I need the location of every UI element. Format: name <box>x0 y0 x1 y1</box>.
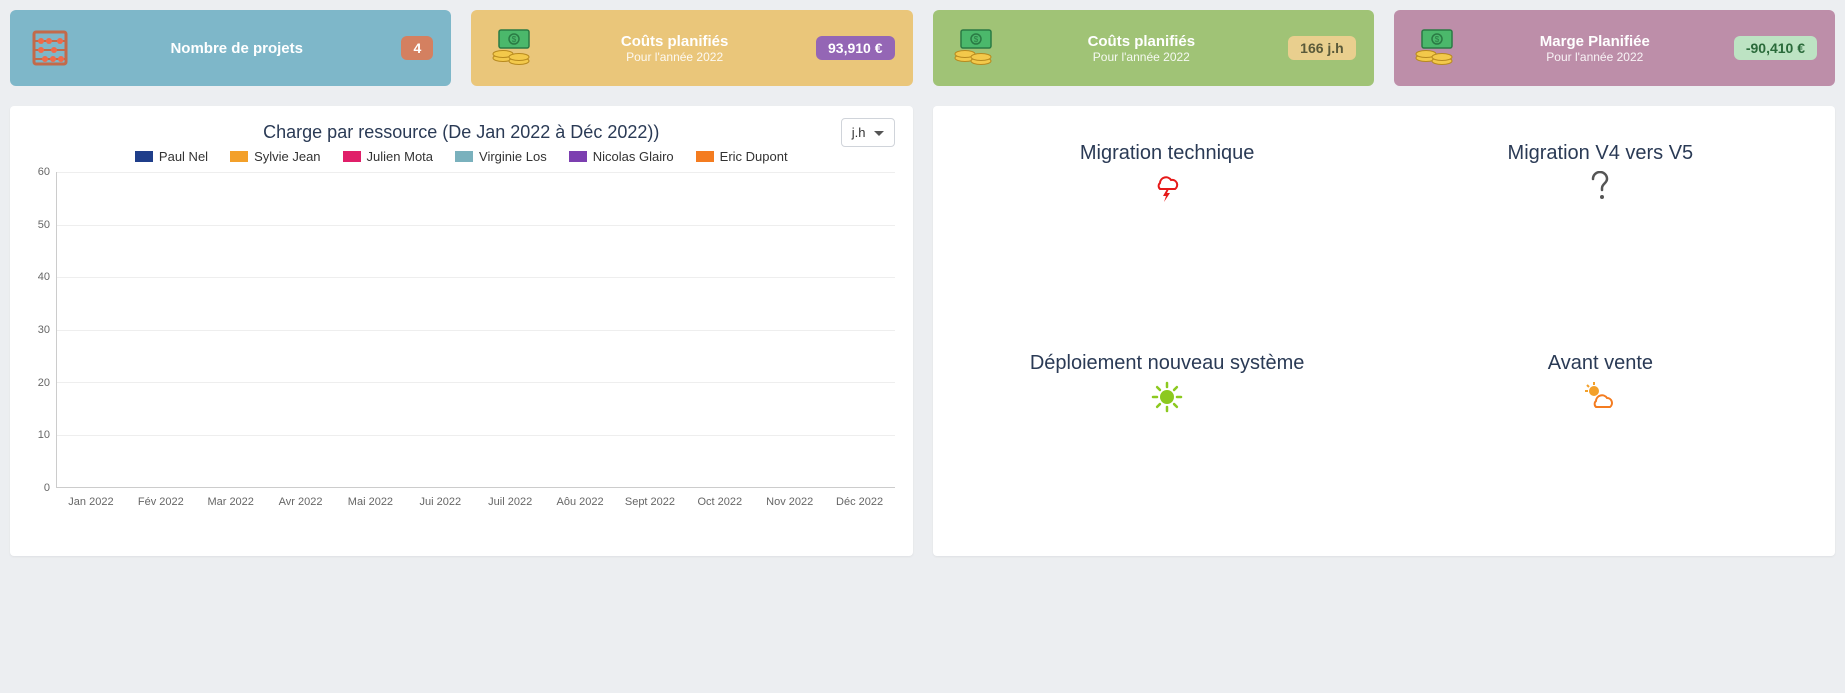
x-label: Avr 2022 <box>266 490 336 512</box>
kpi-text: Nombre de projets <box>84 40 389 57</box>
x-label: Déc 2022 <box>825 490 895 512</box>
svg-text:$: $ <box>512 35 517 44</box>
kpi-subtitle: Pour l'année 2022 <box>545 50 804 64</box>
chart-header: Charge par ressource (De Jan 2022 à Déc … <box>28 122 895 143</box>
kpi-subtitle: Pour l'année 2022 <box>1007 50 1277 64</box>
y-axis: 0102030405060 <box>28 172 54 488</box>
x-label: Oct 2022 <box>685 490 755 512</box>
svg-text:$: $ <box>1435 35 1440 44</box>
x-label: Mai 2022 <box>336 490 406 512</box>
status-cell[interactable]: Migration technique <box>951 122 1384 332</box>
legend-item[interactable]: Nicolas Glairo <box>569 149 674 164</box>
kpi-card-projects[interactable]: Nombre de projets 4 <box>10 10 451 86</box>
kpi-value: 93,910 € <box>816 36 895 60</box>
x-label: Aôu 2022 <box>545 490 615 512</box>
y-tick: 20 <box>38 377 50 389</box>
y-tick: 30 <box>38 324 50 336</box>
legend-label: Sylvie Jean <box>254 149 320 164</box>
legend-item[interactable]: Sylvie Jean <box>230 149 320 164</box>
kpi-text: Coûts planifiés Pour l'année 2022 <box>545 33 804 64</box>
kpi-title: Marge Planifiée <box>1468 33 1722 50</box>
gridline <box>57 225 895 226</box>
kpi-value: 4 <box>401 36 433 60</box>
kpi-value: -90,410 € <box>1734 36 1817 60</box>
legend-label: Virginie Los <box>479 149 547 164</box>
legend-swatch <box>343 151 361 162</box>
legend-label: Nicolas Glairo <box>593 149 674 164</box>
status-title: Migration technique <box>1080 142 1255 165</box>
abacus-icon <box>28 26 72 70</box>
legend-swatch <box>696 151 714 162</box>
chart-legend: Paul Nel Sylvie Jean Julien Mota Virginie L… <box>28 149 895 164</box>
gridline <box>57 435 895 436</box>
gridline <box>57 172 895 173</box>
gridline <box>57 330 895 331</box>
kpi-title: Coûts planifiés <box>1007 33 1277 50</box>
kpi-text: Marge Planifiée Pour l'année 2022 <box>1468 33 1722 64</box>
legend-item[interactable]: Eric Dupont <box>696 149 788 164</box>
svg-text:$: $ <box>973 35 978 44</box>
question-icon <box>1586 171 1614 203</box>
suncloud-icon <box>1582 381 1618 413</box>
y-tick: 50 <box>38 219 50 231</box>
kpi-text: Coûts planifiés Pour l'année 2022 <box>1007 33 1277 64</box>
legend-swatch <box>135 151 153 162</box>
money-icon: $ <box>1412 26 1456 70</box>
kpi-title: Nombre de projets <box>84 40 389 57</box>
x-axis: Jan 2022Fév 2022Mar 2022Avr 2022Mai 2022… <box>56 490 895 512</box>
unit-select-value: j.h <box>852 125 866 140</box>
x-label: Mar 2022 <box>196 490 266 512</box>
x-label: Jan 2022 <box>56 490 126 512</box>
status-title: Déploiement nouveau système <box>1030 352 1305 375</box>
x-label: Juil 2022 <box>475 490 545 512</box>
x-label: Sept 2022 <box>615 490 685 512</box>
x-label: Nov 2022 <box>755 490 825 512</box>
legend-item[interactable]: Virginie Los <box>455 149 547 164</box>
legend-swatch <box>230 151 248 162</box>
chart-panel: Charge par ressource (De Jan 2022 à Déc … <box>10 106 913 556</box>
kpi-value: 166 j.h <box>1288 36 1356 60</box>
kpi-card-cost-planned-euro[interactable]: $ Coûts planifiés Pour l'année 2022 93,9… <box>471 10 912 86</box>
kpi-title: Coûts planifiés <box>545 33 804 50</box>
gridline <box>57 382 895 383</box>
chart-area: 0102030405060 Jan 2022Fév 2022Mar 2022Av… <box>28 172 895 512</box>
x-label: Jui 2022 <box>405 490 475 512</box>
gridline <box>57 277 895 278</box>
status-title: Migration V4 vers V5 <box>1508 142 1694 165</box>
legend-label: Julien Mota <box>367 149 433 164</box>
sun-icon <box>1151 381 1183 413</box>
y-tick: 10 <box>38 429 50 441</box>
status-title: Avant vente <box>1548 352 1653 375</box>
kpi-card-cost-planned-jh[interactable]: $ Coûts planifiés Pour l'année 2022 166 … <box>933 10 1374 86</box>
y-tick: 60 <box>38 166 50 178</box>
status-cell[interactable]: Déploiement nouveau système <box>951 332 1384 542</box>
legend-label: Paul Nel <box>159 149 208 164</box>
status-cell[interactable]: Migration V4 vers V5 <box>1384 122 1817 332</box>
chart-plot <box>56 172 895 488</box>
legend-item[interactable]: Julien Mota <box>343 149 433 164</box>
panel-row: Charge par ressource (De Jan 2022 à Déc … <box>10 106 1835 556</box>
status-cell[interactable]: Avant vente <box>1384 332 1817 542</box>
kpi-row: Nombre de projets 4 $ Coûts planifiés Po… <box>10 10 1835 86</box>
y-tick: 0 <box>44 482 50 494</box>
unit-select[interactable]: j.h <box>841 118 895 147</box>
legend-swatch <box>455 151 473 162</box>
status-panel: Migration technique Migration V4 vers V5 D… <box>933 106 1836 556</box>
legend-label: Eric Dupont <box>720 149 788 164</box>
chart-title: Charge par ressource (De Jan 2022 à Déc … <box>263 122 659 143</box>
legend-swatch <box>569 151 587 162</box>
money-icon: $ <box>951 26 995 70</box>
legend-item[interactable]: Paul Nel <box>135 149 208 164</box>
kpi-card-margin-planned[interactable]: $ Marge Planifiée Pour l'année 2022 -90,… <box>1394 10 1835 86</box>
status-grid: Migration technique Migration V4 vers V5 D… <box>951 122 1818 542</box>
kpi-subtitle: Pour l'année 2022 <box>1468 50 1722 64</box>
y-tick: 40 <box>38 271 50 283</box>
money-icon: $ <box>489 26 533 70</box>
storm-icon <box>1151 171 1183 203</box>
x-label: Fév 2022 <box>126 490 196 512</box>
